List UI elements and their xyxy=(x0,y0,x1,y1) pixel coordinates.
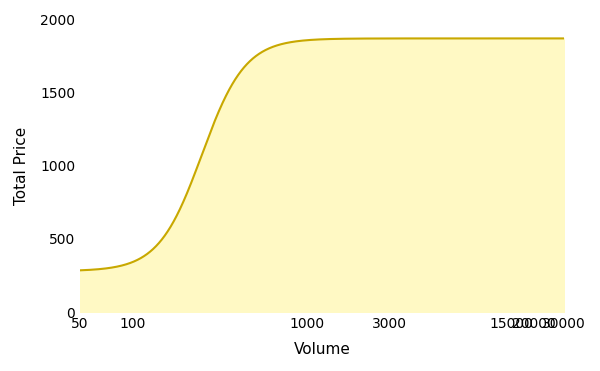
Y-axis label: Total Price: Total Price xyxy=(14,127,29,205)
X-axis label: Volume: Volume xyxy=(293,342,350,357)
